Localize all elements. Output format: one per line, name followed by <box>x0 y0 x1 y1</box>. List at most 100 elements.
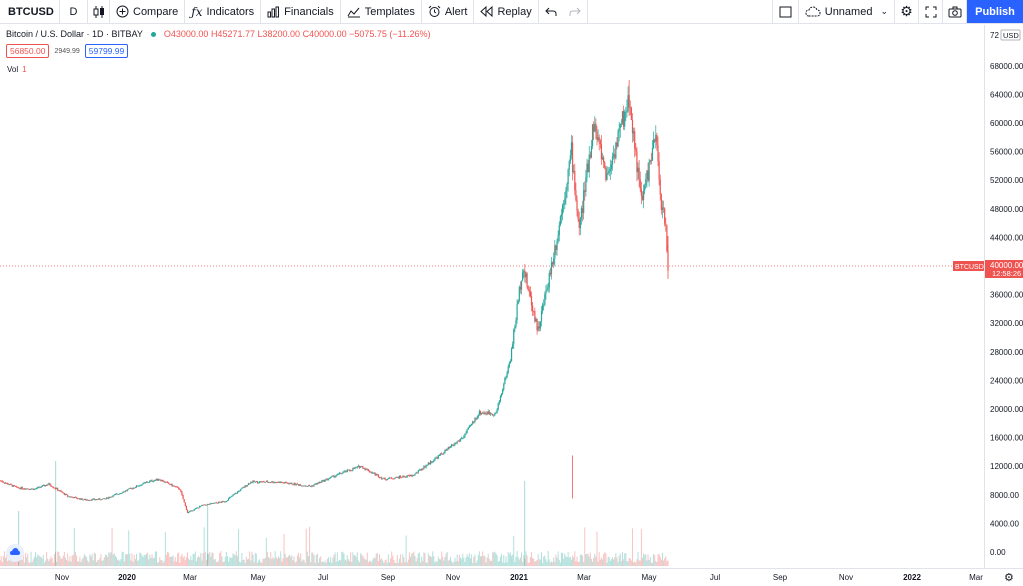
candle-body <box>63 492 65 495</box>
volume-bar <box>157 562 159 566</box>
volume-bar <box>623 559 625 566</box>
candle-body <box>381 477 383 479</box>
volume-bar <box>549 562 551 566</box>
candle-body <box>221 501 223 503</box>
volume-bar <box>341 551 343 566</box>
templates-button[interactable]: Templates <box>341 0 422 23</box>
candle-body <box>493 414 495 416</box>
volume-bar <box>98 560 100 566</box>
candle-body <box>127 489 129 491</box>
candle-body <box>451 444 453 447</box>
candle-body <box>145 482 148 483</box>
candle-body <box>99 498 101 500</box>
volume-bar <box>200 553 202 566</box>
volume-bar <box>590 558 592 566</box>
volume-bar <box>442 556 444 566</box>
volume-bar <box>380 559 382 566</box>
candle-body <box>407 475 409 477</box>
redo-button[interactable] <box>563 0 588 23</box>
indicators-button[interactable]: ƒx Indicators <box>185 0 262 23</box>
candle-body <box>571 142 574 172</box>
volume-bar <box>21 559 23 566</box>
candle-body <box>489 413 492 415</box>
time-axis[interactable]: Nov 2020 Mar May Jul Sep Nov 2021 Mar May Jul Sep No… <box>55 572 1014 584</box>
candle-body <box>280 481 282 483</box>
candle-body <box>660 194 662 210</box>
candle-body <box>304 485 306 487</box>
volume-bar <box>664 558 666 566</box>
chart-type-button[interactable] <box>88 0 110 23</box>
candle-body <box>570 142 573 156</box>
candle-body <box>418 469 421 471</box>
replay-button[interactable]: Replay <box>474 0 539 23</box>
volume-bar <box>416 557 418 566</box>
candle-body <box>465 432 467 434</box>
volume-bar <box>101 560 103 566</box>
settings-button[interactable]: ⚙ <box>895 0 919 23</box>
volume-bar <box>436 561 438 566</box>
candle-body <box>219 501 221 503</box>
currency-button[interactable] <box>1000 29 1021 41</box>
open-value: O43000.00 <box>163 29 209 39</box>
price-tick-label: 44000.00 <box>990 233 1023 242</box>
candle-body <box>202 504 204 506</box>
volume-bar <box>143 554 145 566</box>
volume-bar <box>155 551 157 566</box>
price-axis[interactable]: 68000.00 64000.00 60000.00 56000.00 52000.00… <box>953 29 1023 557</box>
volume-bar <box>172 555 174 566</box>
candle-body <box>644 185 646 191</box>
volume-bar <box>404 562 406 566</box>
compare-button[interactable]: Compare <box>110 0 186 23</box>
publish-button[interactable]: Publish <box>967 0 1023 23</box>
price-tick-label: 36000.00 <box>990 291 1023 300</box>
candle-body <box>424 466 426 468</box>
volume-bar <box>605 553 607 566</box>
candle-body <box>371 471 373 473</box>
volume-bar <box>568 557 570 566</box>
volume-bar <box>182 557 184 566</box>
volume-bar <box>421 556 423 566</box>
candle-body <box>624 112 626 127</box>
alert-button[interactable]: Alert <box>422 0 475 23</box>
gear-icon[interactable]: ⚙ <box>1004 572 1014 584</box>
symbol-search-button[interactable]: BTCUSD <box>0 0 60 23</box>
volume-bar <box>3 551 5 566</box>
candle-body <box>88 500 90 501</box>
buy-button[interactable]: 59799.99 <box>84 44 129 58</box>
candle-body <box>175 486 178 488</box>
fullscreen-button[interactable] <box>919 0 943 23</box>
financials-button[interactable]: Financials <box>261 0 341 23</box>
candle-body <box>224 501 226 503</box>
volume-bar <box>56 561 58 566</box>
symbol-title[interactable]: Bitcoin / U.S. Dollar · 1D · BITBAY <box>6 29 143 39</box>
volume-bar <box>363 557 365 566</box>
volume-bar <box>553 557 555 566</box>
volume-bar <box>171 556 173 566</box>
volume-bar <box>158 561 160 566</box>
price-chart[interactable]: 68000.00 64000.00 60000.00 56000.00 52000.00… <box>0 25 1023 586</box>
candle-body <box>350 470 352 472</box>
snapshot-button[interactable] <box>943 0 967 23</box>
candle-body <box>130 488 132 489</box>
candle-body <box>284 482 286 484</box>
sell-button[interactable]: 56850.00 <box>6 44 50 58</box>
volume-bar <box>349 561 351 566</box>
candle-body <box>48 483 50 485</box>
interval-button[interactable]: D <box>60 0 88 23</box>
fullscreen-icon <box>925 6 937 18</box>
volume-bar <box>438 559 440 566</box>
volume-bar <box>522 562 524 566</box>
candle-body <box>254 481 256 483</box>
candle-body <box>244 485 246 488</box>
volume-bar <box>226 556 228 566</box>
candle-body <box>441 453 443 455</box>
scroll-to-realtime-button[interactable] <box>6 544 24 562</box>
candle-body <box>64 494 67 495</box>
candle-body <box>3 482 6 484</box>
undo-button[interactable] <box>539 0 563 23</box>
volume-bar <box>524 558 526 566</box>
layout-button[interactable] <box>773 0 799 23</box>
spread-value: 2949.99 <box>54 47 80 55</box>
volume-bar <box>666 560 668 566</box>
layout-name-button[interactable]: Unnamed ⌄ <box>799 0 895 23</box>
